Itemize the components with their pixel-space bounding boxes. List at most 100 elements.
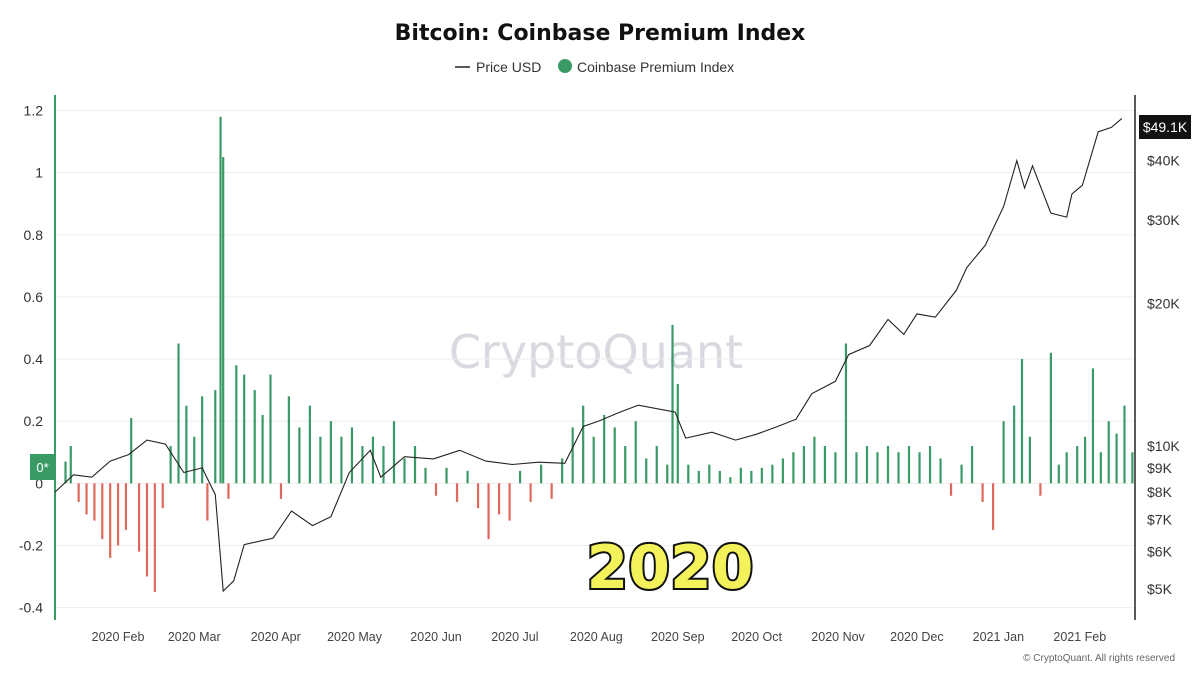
- premium-bar: [177, 343, 180, 484]
- premium-bar: [497, 483, 501, 515]
- x-tick-label: 2021 Jan: [973, 630, 1024, 644]
- premium-bar: [718, 470, 721, 484]
- legend-price-label[interactable]: Price USD: [476, 59, 541, 75]
- premium-bar: [269, 374, 272, 484]
- zero-marker-label: 0*: [36, 460, 48, 475]
- premium-bar: [918, 452, 921, 484]
- premium-bar: [802, 446, 806, 484]
- premium-bar: [201, 396, 204, 484]
- x-tick-label: 2020 Feb: [92, 630, 145, 644]
- x-tick-label: 2020 Aug: [570, 630, 623, 644]
- premium-bar: [124, 483, 128, 530]
- premium-bar: [1028, 436, 1031, 484]
- premium-bar: [219, 116, 222, 484]
- premium-bar: [655, 446, 658, 484]
- premium-bar: [855, 452, 858, 484]
- premium-bar: [193, 436, 196, 484]
- last-price-badge: $49.1K: [1139, 115, 1191, 139]
- last-price-box: [1139, 115, 1191, 139]
- premium-bar: [760, 467, 763, 484]
- premium-bar: [1099, 452, 1102, 484]
- y-left-tick-label: 1.2: [24, 103, 44, 119]
- premium-bar: [1039, 483, 1042, 496]
- premium-bar: [382, 446, 385, 484]
- premium-bar: [350, 427, 354, 484]
- premium-bar: [319, 436, 322, 484]
- y-left-tick-label: 0.4: [24, 351, 44, 367]
- premium-bar: [666, 464, 669, 484]
- premium-bar: [792, 452, 795, 484]
- premium-bar: [897, 452, 900, 484]
- premium-bar: [185, 405, 188, 484]
- premium-bar: [645, 458, 648, 484]
- premium-bar: [1057, 464, 1060, 484]
- premium-bar: [876, 452, 879, 484]
- chart-title: Bitcoin: Coinbase Premium Index: [395, 21, 806, 46]
- premium-bar: [603, 414, 606, 484]
- premium-bar: [161, 483, 164, 509]
- premium-bar: [298, 427, 301, 484]
- premium-bar: [93, 483, 96, 521]
- premium-bar: [1115, 433, 1118, 484]
- premium-bar: [676, 383, 679, 484]
- y-right-tick-label: $10K: [1147, 438, 1180, 454]
- premium-bar: [634, 421, 637, 484]
- premium-bar: [287, 396, 290, 484]
- y-left-tick-label: 1: [35, 165, 43, 181]
- premium-bar: [116, 483, 120, 546]
- x-axis: 2020 Feb 2020 Mar 2020 Apr 2020 May 2020 Jun…: [92, 630, 1107, 644]
- premium-bar: [582, 405, 585, 484]
- x-tick-label: 2020 Jun: [410, 630, 461, 644]
- premium-bar: [235, 365, 238, 484]
- price-line: [54, 117, 1123, 593]
- premium-bar: [101, 483, 104, 540]
- right-y-axis: $40K $30K $20K $10K $9K $8K $7K $6K $5K: [1134, 95, 1180, 620]
- premium-bar: [729, 477, 732, 484]
- premium-bar: [445, 467, 448, 484]
- x-tick-label: 2020 Oct: [731, 630, 782, 644]
- y-left-tick-label: 0.2: [24, 413, 44, 429]
- premium-bar: [340, 436, 343, 484]
- premium-bar: [206, 483, 209, 521]
- premium-bar: [145, 483, 149, 577]
- premium-bar: [137, 483, 141, 552]
- copyright-notice: © CryptoQuant. All rights reserved: [1023, 653, 1175, 664]
- zero-marker-badge: 0*: [30, 454, 55, 480]
- premium-bar: [424, 467, 427, 484]
- x-tick-label: 2020 Jul: [491, 630, 538, 644]
- y-right-tick-label: $20K: [1147, 295, 1180, 311]
- y-right-tick-label: $8K: [1147, 484, 1173, 500]
- legend-premium-label[interactable]: Coinbase Premium Index: [577, 59, 734, 75]
- premium-bar: [1131, 452, 1134, 484]
- premium-bar: [361, 446, 364, 484]
- y-left-tick-label: 0: [35, 475, 43, 491]
- premium-bar: [371, 436, 375, 484]
- premium-bar: [222, 157, 225, 484]
- premium-bar: [960, 464, 963, 484]
- x-tick-label: 2020 May: [327, 630, 383, 644]
- premium-bar: [487, 483, 490, 540]
- premium-bar: [571, 427, 574, 484]
- premium-bar: [214, 390, 217, 484]
- premium-bar: [949, 483, 953, 496]
- legend[interactable]: Price USD Coinbase Premium Index: [455, 59, 734, 75]
- premium-bar: [1013, 405, 1016, 484]
- y-right-tick-label: $6K: [1147, 543, 1173, 559]
- premium-bar: [261, 414, 264, 484]
- premium-bar: [1065, 452, 1068, 484]
- premium-bar: [153, 483, 156, 593]
- premium-bar: [813, 436, 816, 484]
- premium-bar: [671, 324, 674, 484]
- premium-bar: [1107, 421, 1110, 484]
- last-price-label: $49.1K: [1143, 119, 1188, 135]
- y-left-tick-label: -0.2: [19, 537, 43, 553]
- premium-bar: [592, 436, 595, 484]
- premium-bar: [834, 452, 837, 484]
- premium-bar: [992, 483, 995, 530]
- premium-bar: [1123, 405, 1126, 484]
- premium-bar: [781, 458, 784, 484]
- premium-bar: [1002, 421, 1005, 484]
- premium-bar: [413, 446, 417, 484]
